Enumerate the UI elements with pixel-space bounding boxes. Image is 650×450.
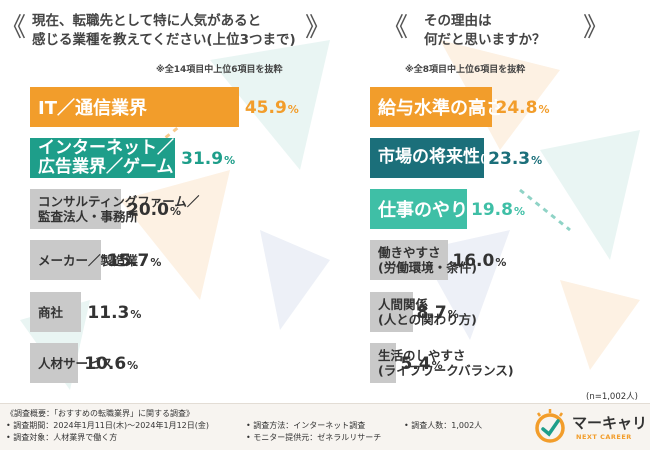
value-unit: % [127, 359, 139, 372]
bar-label-line: コンサルティングファーム／ [38, 194, 200, 209]
bar-label-line: 人間関係 [378, 297, 429, 312]
value-number: 23.3 [488, 149, 531, 169]
bar-reason-3: 仕事のやりがい [370, 189, 504, 229]
bar-reason-1: 給与水準の高さ [370, 87, 504, 127]
bar-industry-6: 人材サービス [30, 343, 113, 383]
sample-size: (n=1,002人) [586, 392, 638, 402]
logo-icon [535, 409, 565, 443]
bar-label-line: 給与水準の高さ [378, 98, 504, 119]
bar-label-line: (人との関わり方) [378, 312, 477, 327]
value-unit: % [513, 205, 525, 218]
bar-label-line: 広告業界／ゲーム [38, 157, 174, 177]
bar-industry-4: メーカー／製造業 [30, 240, 138, 280]
bar-label-line: 商社 [38, 304, 64, 320]
left-note: ※全14項目中上位6項目を抜粋 [156, 65, 283, 75]
value-number: 10.6 [84, 354, 127, 374]
survey-overview: 《調査概要：「おすすめの転職業界」に関する調査》 [6, 409, 194, 418]
bar-value-reason-3: 19.8% [471, 189, 525, 229]
bar-value-industry-4: 15.7% [107, 240, 161, 280]
left-title-line2: 感じる業種を教えてください(上位3つまで) [32, 32, 296, 48]
left-open-bracket: 《 [0, 13, 27, 43]
bar-value-industry-5: 11.3% [87, 292, 141, 332]
value-unit: % [531, 154, 543, 167]
right-title-line1: その理由は [424, 13, 492, 29]
survey-target: • 調査対象：人材業界で働く方 [6, 433, 118, 442]
bar-industry-3: コンサルティングファーム／ 監査法人・事務所 [30, 189, 199, 229]
left-title-line1: 現在、転職先として特に人気があると [32, 13, 262, 29]
logo-subtext: NEXT CAREER [576, 433, 632, 441]
value-unit: % [447, 308, 459, 321]
value-number: 15.7 [107, 251, 150, 271]
right-close-bracket: 》 [583, 13, 610, 43]
survey-provider: • モニター提供元：ゼネラルリサーチ [246, 433, 382, 442]
value-number: 19.8 [471, 200, 513, 220]
left-close-bracket: 》 [305, 13, 332, 43]
logo-text: マーキャリ [572, 414, 648, 432]
bar-value-reason-2: 23.3% [488, 138, 542, 178]
value-unit: % [169, 205, 181, 218]
value-unit: % [431, 359, 443, 372]
value-number: 20.0 [127, 200, 169, 220]
value-unit: % [495, 256, 507, 269]
bar-reason-6: 生活のしやすさ (ライフワークバランス) [370, 343, 514, 383]
bar-label-line: メーカー／製造業 [38, 252, 139, 268]
bar-value-reason-1: 24.8% [496, 87, 550, 127]
bar-value-reason-6: 5.4% [400, 343, 442, 383]
value-number: 8.7 [416, 303, 447, 323]
right-open-bracket: 《 [382, 13, 409, 43]
value-number: 45.9 [244, 98, 287, 118]
bar-industry-2: インターネット／ 広告業界／ゲーム [30, 138, 176, 178]
value-unit: % [130, 308, 142, 321]
bar-reason-5: 人間関係 (人との関わり方) [370, 292, 477, 332]
bar-label-line: 生活のしやすさ [378, 348, 466, 363]
right-title-line2: 何だと思いますか？ [424, 32, 546, 48]
bar-value-reason-4: 16.0% [452, 240, 506, 280]
value-number: 5.4 [400, 354, 431, 374]
survey-method: • 調査方法：インターネット調査 [246, 421, 366, 430]
bar-label-line: (ライフワークバランス) [378, 363, 514, 378]
value-unit: % [150, 256, 162, 269]
bar-value-industry-3: 20.0% [127, 189, 181, 229]
bar-reason-2: 市場の将来性(成長率) [370, 138, 523, 178]
bar-label-line: 働きやすさ [378, 245, 441, 260]
bar-label-line: (労働環境・条件) [378, 260, 477, 275]
value-number: 24.8 [495, 98, 538, 118]
survey-period: • 調査期間：2024年1月11日(木)〜2024年1月12日(金) [6, 421, 210, 430]
bar-industry-5: 商社 [30, 292, 82, 332]
bar-label-line: 仕事のやりがい [378, 200, 504, 221]
bar-label-line: 人材サービス [38, 355, 114, 371]
value-unit: % [287, 103, 299, 116]
bar-value-industry-2: 31.9% [181, 138, 235, 178]
bar-reason-4: 働きやすさ (労働環境・条件) [370, 240, 477, 280]
survey-count: • 調査人数：1,002人 [404, 421, 483, 430]
survey-footer: 《調査概要：「おすすめの転職業界」に関する調査》 • 調査期間：2024年1月1… [0, 403, 650, 450]
value-number: 11.3 [87, 303, 130, 323]
value-unit: % [224, 154, 236, 167]
bar-label-line: (成長率) [480, 152, 524, 165]
bar-label-line: IT／通信業界 [38, 98, 147, 119]
bar-label-line: 市場の将来性 [378, 147, 480, 167]
right-note: ※全8項目中上位6項目を抜粋 [405, 65, 526, 75]
bar-label-line: インターネット／ [38, 138, 174, 158]
bar-label-line: 監査法人・事務所 [38, 209, 139, 224]
value-number: 16.0 [452, 251, 495, 271]
value-unit: % [538, 103, 550, 116]
bar-industry-1: IT／通信業界 [30, 87, 239, 127]
bar-value-industry-6: 10.6% [84, 343, 138, 383]
bar-value-reason-5: 8.7% [417, 292, 459, 332]
value-number: 31.9 [181, 149, 224, 169]
bar-value-industry-1: 45.9% [245, 87, 299, 127]
